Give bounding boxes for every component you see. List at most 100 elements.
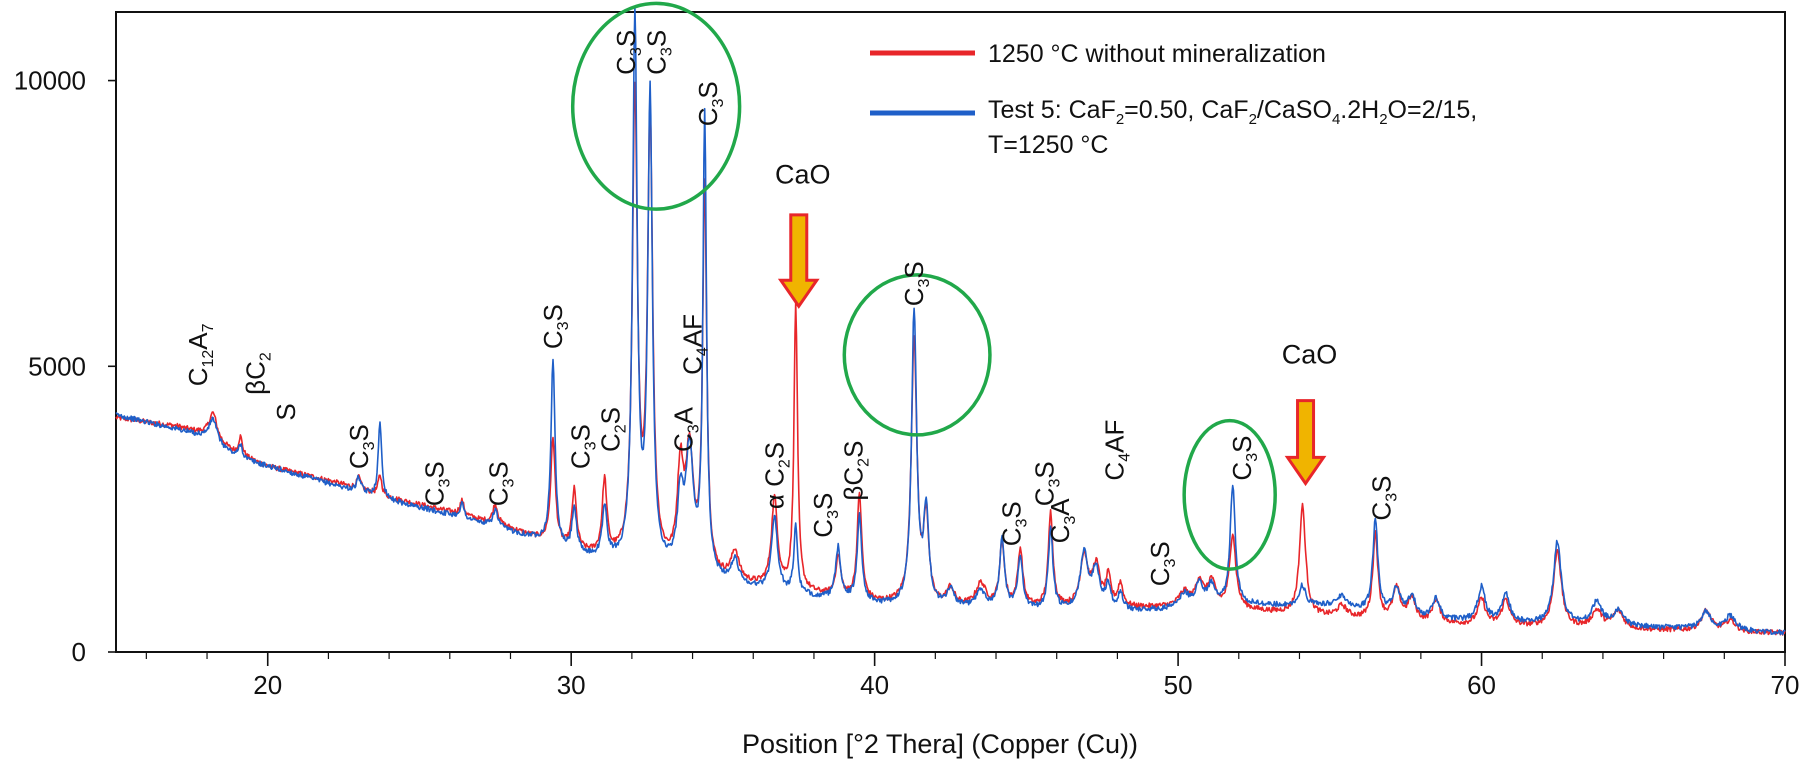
phase-label-13-part-2: 3 (686, 424, 703, 433)
phase-label-20: C3S (1030, 461, 1064, 506)
phase-label-13: C3A (669, 406, 703, 452)
phase-label-18-part-1: C (899, 288, 929, 307)
legend-entry-2-line-2: T=1250 °C (988, 131, 1108, 159)
x-tick-label-60: 60 (1467, 670, 1496, 700)
phase-label-1: C12A7 (183, 323, 217, 386)
phase-label-20-part-2: 3 (1047, 479, 1064, 488)
phase-label-4: C3S (344, 424, 378, 469)
phase-label-15-part-2: 2 (777, 459, 794, 468)
legend-entry-1: 1250 °C without mineralization (988, 40, 1326, 68)
phase-label-13-part-3: A (669, 406, 699, 424)
phase-label-17-part-1: βC (838, 467, 868, 501)
phase-label-25-part-3: S (1367, 476, 1397, 493)
phase-label-17: βC2S (838, 441, 872, 501)
phase-label-9-part-1: C (596, 433, 626, 452)
phase-label-4-part-1: C (344, 450, 374, 469)
phase-label-24: C3S (1227, 436, 1261, 481)
legend-entry-2-part-2: 2 (1116, 111, 1124, 128)
phase-label-17-part-2: 2 (855, 458, 872, 467)
legend-entry-2-part-5: /CaSO (1257, 96, 1332, 124)
series-line-1 (115, 81, 1786, 636)
phase-label-10-part-2: 3 (628, 47, 645, 56)
callout-label-1: CaO (775, 159, 831, 189)
phase-label-10: C3S (611, 30, 645, 75)
phase-label-4-part-3: S (344, 424, 374, 441)
phase-label-9-part-3: S (596, 407, 626, 424)
legend-entry-2-part-6: 4 (1332, 111, 1340, 128)
phase-label-25: C3S (1367, 476, 1401, 521)
phase-label-10-part-3: S (611, 30, 641, 47)
callout-arrow-1 (777, 213, 820, 309)
y-tick-label-5000: 5000 (28, 351, 86, 381)
series-line-2 (115, 6, 1786, 636)
phase-label-1-part-1: C (183, 368, 213, 387)
phase-label-6: C3S (483, 461, 517, 506)
phase-label-1-part-2: 12 (200, 350, 217, 368)
phase-label-25-part-2: 3 (1384, 493, 1401, 502)
phase-label-7-part-2: 3 (555, 321, 572, 330)
phase-label-18-part-3: S (899, 261, 929, 278)
highlight-ellipse-3 (1182, 418, 1277, 571)
phase-label-7-part-1: C (538, 330, 568, 349)
phase-label-14-part-3: AF (678, 314, 708, 347)
phase-label-21: C3A (1045, 498, 1079, 544)
phase-label-1-part-4: 7 (200, 323, 217, 332)
phase-label-19: C3S (996, 501, 1030, 546)
x-tick-label-50: 50 (1164, 670, 1193, 700)
phase-label-24-part-2: 3 (1244, 453, 1261, 462)
phase-label-23: C3S (1145, 541, 1179, 586)
callout-label-2: CaO (1282, 339, 1338, 369)
y-tick-label-10000: 10000 (14, 66, 86, 96)
phase-label-4-part-2: 3 (361, 441, 378, 450)
phase-label-24-part-3: S (1227, 436, 1257, 453)
legend-entry-2-part-3: =0.50, CaF (1124, 96, 1248, 124)
highlight-ellipse-2 (842, 273, 992, 437)
phase-label-19-part-3: S (996, 501, 1026, 518)
x-tick-label-40: 40 (860, 670, 889, 700)
highlight-ellipse-1 (570, 1, 742, 211)
phase-label-1-part-3: A (183, 332, 213, 350)
phase-label-11-part-1: C (641, 56, 671, 75)
x-tick-label-70: 70 (1771, 670, 1800, 700)
legend-entry-2: Test 5: CaF2=0.50, CaF2/CaSO4.2H2O=2/15, (988, 96, 1477, 128)
phase-label-21-part-3: A (1045, 498, 1075, 516)
phase-label-12-part-2: 3 (710, 99, 727, 108)
legend-entry-2-part-4: 2 (1249, 111, 1257, 128)
callout-arrow-2 (1284, 399, 1327, 487)
phase-label-8-part-1: C (565, 450, 595, 469)
phase-label-22: C4AF (1099, 420, 1133, 481)
phase-label-14-part-2: 4 (695, 347, 712, 356)
phase-label-13-part-1: C (669, 433, 699, 452)
phase-label-8-part-3: S (565, 424, 595, 441)
phase-label-8: C3S (565, 424, 599, 469)
phase-label-7-part-3: S (538, 304, 568, 321)
phase-label-14: C4AF (678, 314, 712, 375)
legend-entry-2-part-9: O=2/15, (1388, 96, 1478, 124)
phase-label-5-part-1: C (420, 488, 450, 507)
phase-label-22-part-1: C (1099, 462, 1129, 481)
phase-label-22-part-3: AF (1099, 420, 1129, 453)
plot-frame (115, 11, 1786, 653)
phase-label-12: C3S (693, 81, 727, 126)
phase-label-2: βC2 (241, 352, 275, 395)
phase-label-14-part-1: C (678, 356, 708, 375)
annotations-layer: C12A7βC2SC3SC3SC3SC3SC3SC2SC3SC3SC3SC3AC… (183, 1, 1401, 586)
phase-label-21-part-1: C (1045, 525, 1075, 544)
phase-label-15: α C2S (760, 442, 794, 509)
phase-label-8-part-2: 3 (582, 441, 599, 450)
phase-label-18-part-2: 3 (916, 279, 933, 288)
phase-label-16: C3S (808, 493, 842, 538)
phase-label-15-part-1: α C (760, 468, 790, 509)
phase-label-16-part-2: 3 (825, 510, 842, 519)
phase-label-5: C3S (420, 461, 454, 506)
phase-label-12-part-1: C (693, 108, 723, 127)
legend-entry-2-part-1: Test 5: CaF (988, 96, 1116, 124)
phase-label-2-part-2: 2 (258, 352, 275, 361)
phase-label-22-part-2: 4 (1116, 453, 1133, 462)
x-tick-label-20: 20 (253, 670, 282, 700)
legend-entry-2-part-7: .2H (1340, 96, 1379, 124)
phase-label-6-part-1: C (483, 488, 513, 507)
legend-entry-2-part-8: 2 (1379, 111, 1387, 128)
phase-label-15-part-3: S (760, 442, 790, 459)
